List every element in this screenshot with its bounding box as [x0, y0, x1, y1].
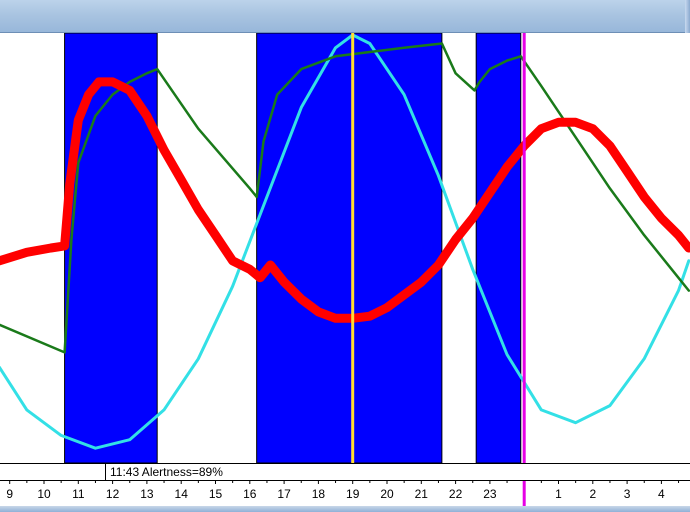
tick-label-10: 19: [346, 487, 360, 501]
window-bottom-edge: [0, 506, 690, 512]
title-bar: [0, 0, 690, 33]
tick-label-18: 3: [624, 487, 631, 501]
tick-label-14: 23: [483, 487, 497, 501]
time-axis: 9 10 11 12 13 14 15 16 17 18 19 20 21 22 23 1 2 3 4: [0, 481, 690, 506]
window-resize-edge[interactable]: [685, 0, 690, 33]
alertness-curve: [0, 77, 690, 323]
tick-label-3: 12: [106, 487, 120, 501]
tick-label-16: 1: [555, 487, 562, 501]
time-axis-svg: 9 10 11 12 13 14 15 16 17 18 19 20 21 22 23 1 2 3 4: [0, 481, 690, 506]
sleep-band-2: [256, 33, 443, 463]
tick-label-9: 18: [312, 487, 326, 501]
tick-label-0: 9: [6, 487, 13, 501]
tick-label-13: 22: [449, 487, 463, 501]
tick-label-2: 11: [72, 487, 85, 501]
axis-background: [0, 481, 690, 506]
tick-label-17: 2: [589, 487, 596, 501]
alertness-chart[interactable]: [0, 33, 690, 463]
status-bar: 11:43 Alertness=89%: [0, 463, 690, 481]
sleep-band-3: [475, 33, 522, 463]
tick-label-12: 21: [415, 487, 429, 501]
tick-label-8: 17: [277, 487, 291, 501]
homeostatic-curve: [0, 42, 690, 354]
current-time-marker: [522, 481, 526, 506]
status-readout: 11:43 Alertness=89%: [110, 465, 223, 479]
alertness-chart-svg: [0, 33, 690, 463]
tick-label-6: 15: [209, 487, 223, 501]
tick-label-1: 10: [37, 487, 51, 501]
tick-label-11: 20: [380, 487, 394, 501]
tick-label-19: 4: [658, 487, 665, 501]
tick-label-4: 13: [140, 487, 154, 501]
tick-label-5: 14: [175, 487, 189, 501]
status-bar-divider: [105, 464, 106, 480]
tick-label-7: 16: [243, 487, 257, 501]
